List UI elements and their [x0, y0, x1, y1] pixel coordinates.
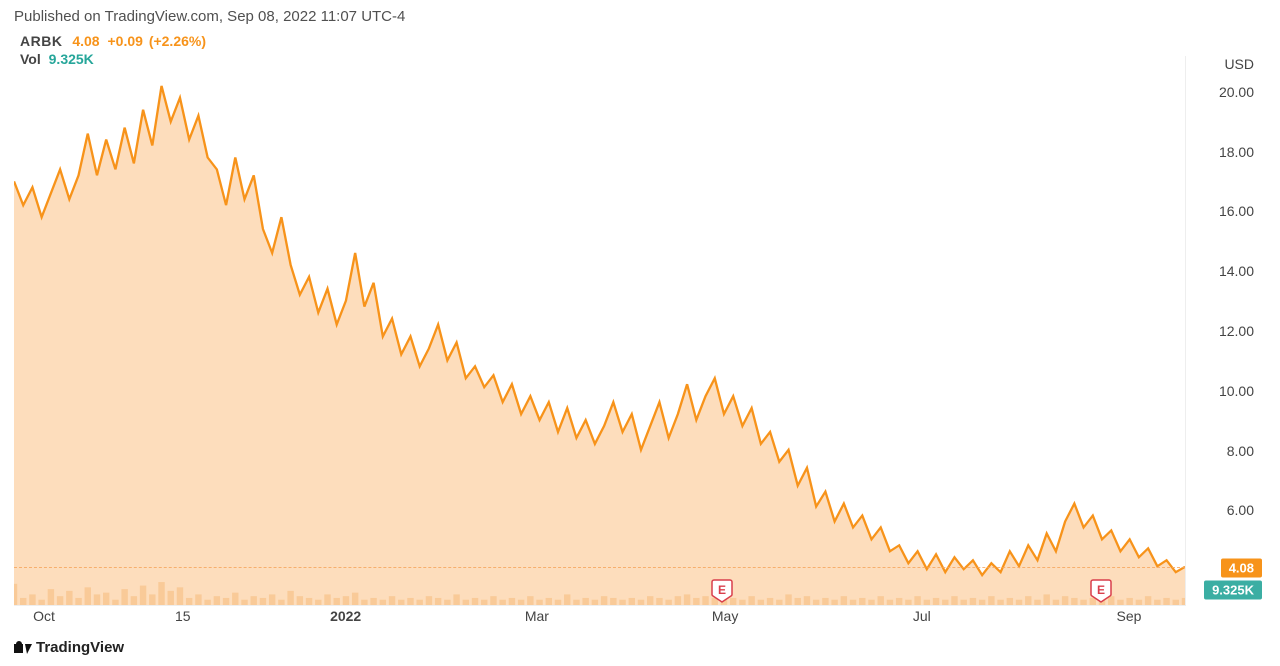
x-tick: Oct — [33, 608, 55, 624]
x-tick: Jul — [913, 608, 931, 624]
y-tick: 12.00 — [1219, 323, 1254, 339]
footer-brand: TradingView — [14, 639, 124, 656]
y-tick: 18.00 — [1219, 144, 1254, 160]
current-price-tag: 4.08 — [1221, 558, 1262, 577]
y-tick: 10.00 — [1219, 383, 1254, 399]
ticker-pct: (+2.26%) — [149, 33, 206, 49]
ticker-price: 4.08 — [72, 33, 99, 49]
chart-plot[interactable]: E E — [14, 56, 1186, 606]
x-tick: Mar — [525, 608, 549, 624]
ticker-row: ARBK 4.08 +0.09 (+2.26%) — [0, 29, 1280, 49]
x-axis: Oct 15 2022 Mar May Jul Sep — [14, 608, 1186, 628]
chart-area[interactable]: E E USD 4.006.008.0010.0012.0014.0016.00… — [14, 56, 1266, 606]
publish-text: Published on TradingView.com, Sep 08, 20… — [14, 8, 405, 25]
x-tick: Sep — [1117, 608, 1142, 624]
svg-text:E: E — [718, 583, 726, 597]
y-tick: 20.00 — [1219, 84, 1254, 100]
area-chart-svg — [14, 56, 1185, 605]
y-tick: 16.00 — [1219, 203, 1254, 219]
earnings-badge-icon: E — [711, 579, 733, 603]
ticker-symbol: ARBK — [20, 33, 62, 49]
x-tick: 2022 — [330, 608, 361, 624]
y-tick: 14.00 — [1219, 263, 1254, 279]
x-tick: 15 — [175, 608, 191, 624]
y-tick: 6.00 — [1227, 502, 1254, 518]
tradingview-logo-icon — [14, 641, 32, 655]
publish-header: Published on TradingView.com, Sep 08, 20… — [0, 0, 1280, 29]
y-tick: 8.00 — [1227, 443, 1254, 459]
earnings-badge-icon: E — [1090, 579, 1112, 603]
ticker-delta: +0.09 — [107, 33, 142, 49]
x-tick: May — [712, 608, 738, 624]
volume-axis-tag: 9.325K — [1204, 580, 1262, 599]
svg-text:E: E — [1097, 583, 1105, 597]
y-axis-unit: USD — [1224, 56, 1254, 72]
current-price-line — [14, 567, 1185, 568]
footer-brand-text: TradingView — [36, 639, 124, 656]
y-axis: USD 4.006.008.0010.0012.0014.0016.0018.0… — [1186, 56, 1266, 606]
